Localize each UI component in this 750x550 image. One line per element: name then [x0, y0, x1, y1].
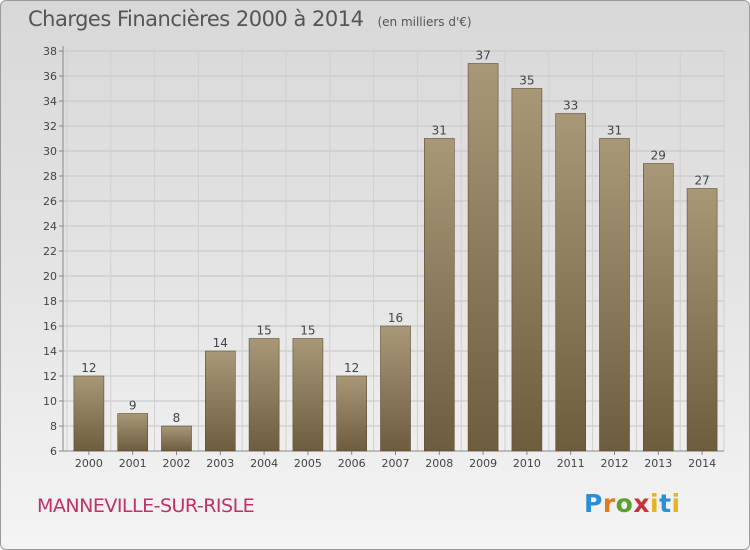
bar — [423, 138, 455, 452]
data-label: 29 — [651, 149, 666, 163]
data-label: 37 — [475, 49, 490, 63]
bar — [467, 63, 499, 452]
bar — [686, 188, 718, 452]
data-label: 15 — [300, 324, 315, 338]
x-tick-label: 2008 — [425, 457, 453, 470]
y-tick-label: 36 — [43, 70, 57, 83]
bar — [292, 338, 324, 452]
data-label: 14 — [213, 336, 228, 350]
y-tick-label: 28 — [43, 170, 57, 183]
bar — [73, 375, 105, 452]
y-tick-label: 26 — [43, 195, 57, 208]
chart-title: Charges Financières 2000 à 2014 (en milli… — [28, 7, 472, 31]
y-tick-label: 32 — [43, 120, 57, 133]
bar — [161, 425, 192, 452]
y-tick-label: 24 — [43, 220, 57, 233]
chart-subtitle: (en milliers d'€) — [377, 15, 472, 29]
x-tick-label: 2011 — [557, 457, 585, 470]
bar — [336, 375, 368, 452]
bars — [73, 63, 718, 452]
x-tick-label: 2009 — [469, 457, 497, 470]
y-tick-label: 14 — [43, 345, 57, 358]
y-tick-label: 30 — [43, 145, 57, 158]
commune-name: MANNEVILLE-SUR-RISLE — [37, 495, 255, 517]
y-tick-label: 10 — [43, 395, 57, 408]
y-tick-label: 34 — [43, 95, 57, 108]
data-label: 15 — [256, 324, 271, 338]
bar — [599, 138, 630, 452]
data-label: 27 — [694, 174, 709, 188]
chart-title-text: Charges Financières 2000 à 2014 — [28, 7, 364, 31]
data-label: 16 — [388, 311, 403, 325]
labels: 6 8 10 12 14 16 18 20 22 24 26 28 30 32 34 36 38 12 2000 9 2… — [43, 45, 716, 470]
y-tick-label: 38 — [43, 45, 57, 58]
bar — [248, 338, 280, 452]
x-tick-label: 2010 — [513, 457, 541, 470]
x-tick-label: 2005 — [294, 457, 322, 470]
bar — [511, 88, 543, 452]
x-tick-label: 2000 — [75, 457, 103, 470]
y-tick-label: 6 — [50, 445, 57, 458]
data-label: 31 — [607, 124, 622, 138]
y-tick-label: 16 — [43, 320, 57, 333]
proxiti-logo: Proxiti — [584, 489, 681, 518]
x-tick-label: 2004 — [250, 457, 278, 470]
data-label: 8 — [173, 411, 181, 425]
data-label: 33 — [563, 99, 578, 113]
data-label: 12 — [81, 361, 96, 375]
bar — [117, 413, 148, 452]
bar — [555, 113, 587, 452]
y-tick-label: 20 — [43, 270, 57, 283]
x-tick-label: 2002 — [163, 457, 191, 470]
bar — [380, 325, 411, 452]
x-tick-label: 2012 — [601, 457, 629, 470]
data-label: 12 — [344, 361, 359, 375]
y-tick-label: 22 — [43, 245, 57, 258]
data-label: 31 — [432, 124, 447, 138]
data-label: 35 — [519, 74, 534, 88]
x-tick-label: 2013 — [644, 457, 672, 470]
x-tick-label: 2003 — [206, 457, 234, 470]
y-tick-label: 8 — [50, 420, 57, 433]
y-tick-label: 12 — [43, 370, 57, 383]
data-label: 9 — [129, 399, 137, 413]
bar — [642, 163, 674, 452]
x-tick-label: 2006 — [338, 457, 366, 470]
bar — [205, 350, 236, 452]
x-tick-label: 2007 — [382, 457, 410, 470]
x-tick-label: 2001 — [119, 457, 147, 470]
x-tick-label: 2014 — [688, 457, 716, 470]
y-tick-label: 18 — [43, 295, 57, 308]
